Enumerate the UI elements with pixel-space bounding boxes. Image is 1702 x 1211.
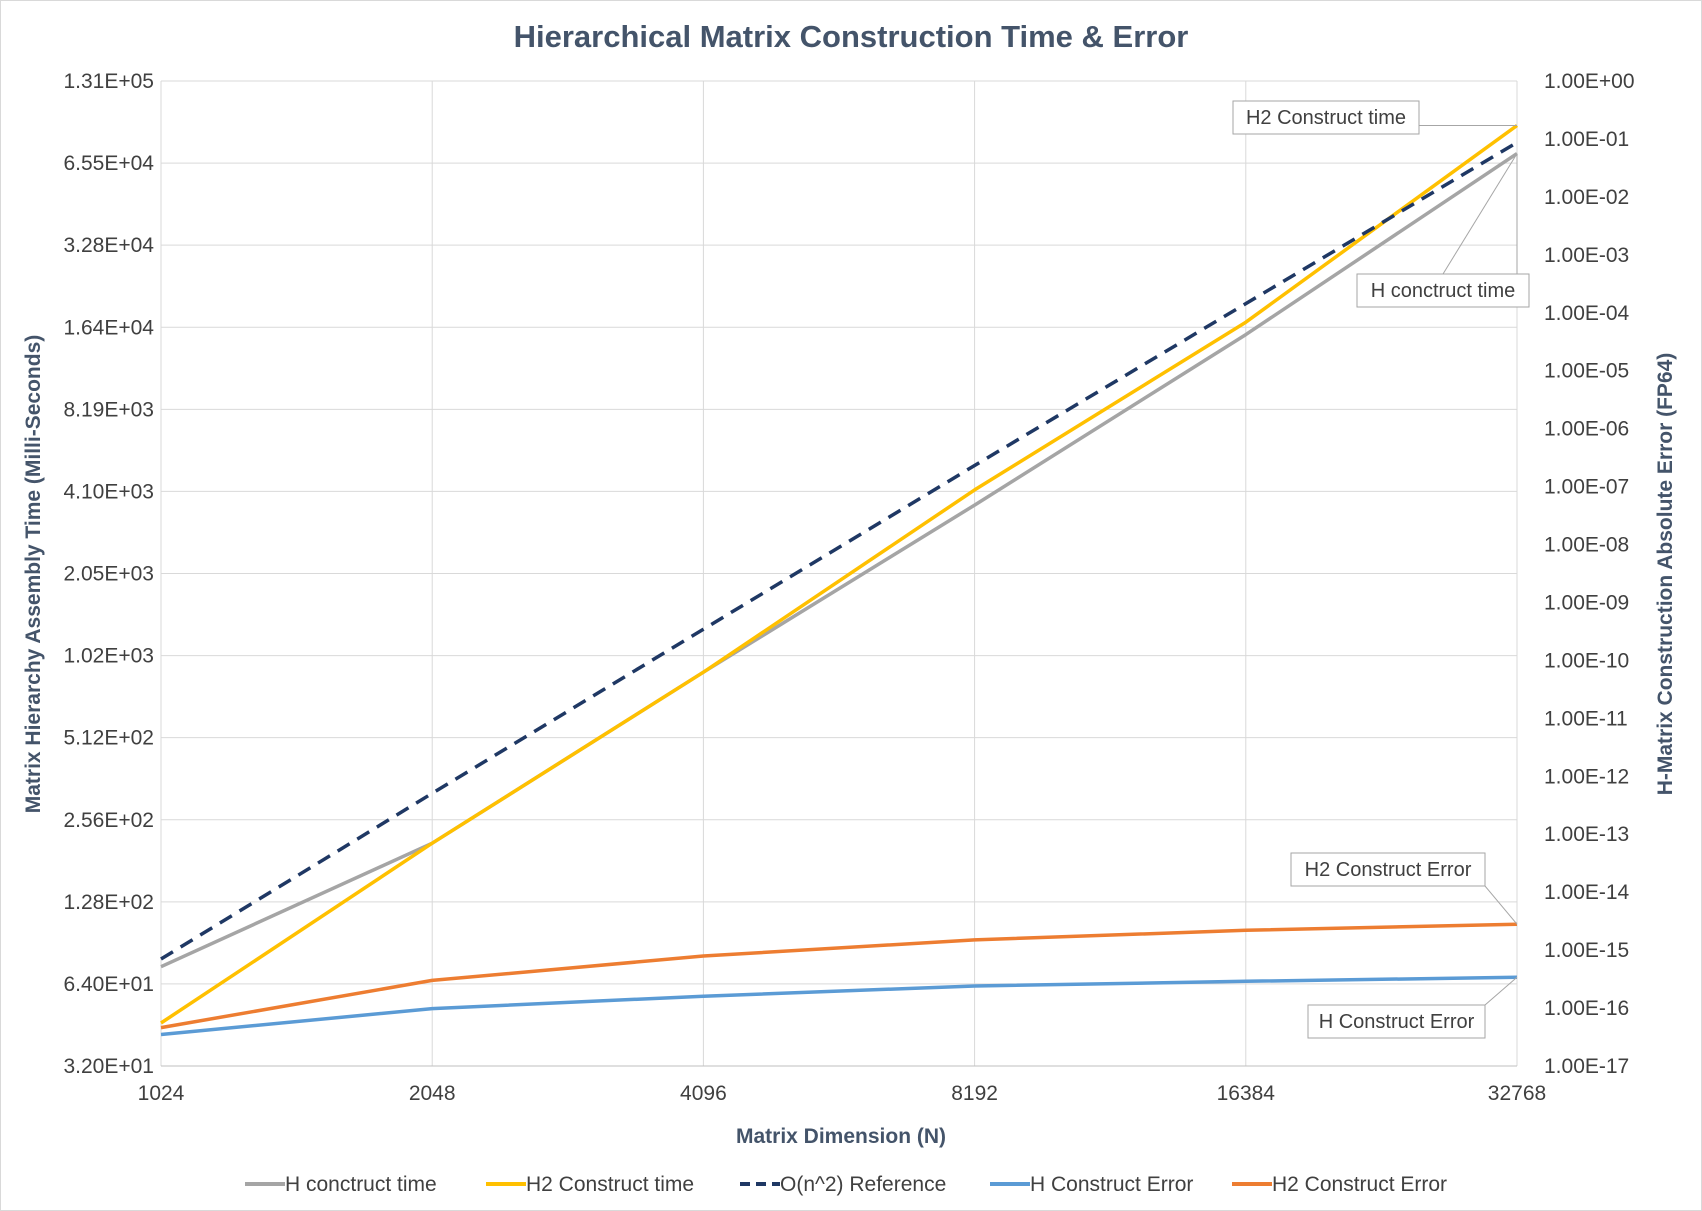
y-tick-label: 1.28E+02 [63,891,154,914]
x-tick-label: 2048 [409,1082,456,1105]
y-tick-label: 3.20E+01 [63,1055,154,1078]
legend-entry-3: H Construct Error [1030,1173,1193,1196]
y2-tick-label: 1.00E-05 [1544,360,1629,383]
x-tick-label: 16384 [1217,1082,1276,1105]
y-tick-label: 1.64E+04 [63,316,154,339]
y2-axis-label: H-Matrix Construction Absolute Error (FP… [1654,353,1677,796]
callout-leader [1484,885,1518,925]
legend-entry-2: O(n^2) Reference [780,1173,946,1196]
y2-tick-label: 1.00E-11 [1544,707,1628,730]
y-tick-label: 3.28E+04 [63,234,154,257]
series-line-1 [160,124,1519,1025]
y2-tick-label: 1.00E-07 [1544,476,1629,499]
x-tick-label: 8192 [951,1082,998,1105]
grid [160,80,1518,1067]
y2-tick-label: 1.00E-17 [1544,1055,1629,1078]
y-tick-label: 6.55E+04 [63,152,154,175]
callouts: H2 Construct time H conctruct time H2 Cons… [1232,100,1530,1039]
series-line-0 [160,152,1518,969]
x-tick-label: 1024 [138,1082,185,1105]
series-layer [160,124,1519,1037]
chart-title: Hierarchical Matrix Construction Time & … [514,19,1189,54]
y2-tick-label: 1.00E-16 [1544,997,1629,1020]
legend-entry-0: H conctruct time [285,1173,437,1196]
y2-tick-label: 1.00E-13 [1544,823,1629,846]
y-tick-label: 4.10E+03 [63,480,154,503]
y-tick-label: 6.40E+01 [63,973,154,996]
callout-leader [1484,976,1518,1006]
callout-box [1356,273,1530,308]
x-tick-label: 4096 [680,1082,727,1105]
y2-tick-label: 1.00E-03 [1544,244,1629,267]
y2-tick-label: 1.00E-10 [1544,649,1629,672]
y2-tick-label: 1.00E-12 [1544,765,1629,788]
y2-tick-label: 1.00E-02 [1544,186,1629,209]
callout-box [1290,852,1486,887]
y-tick-label: 1.02E+03 [63,645,154,668]
y-tick-label: 2.05E+03 [63,563,154,586]
y2-tick-label: 1.00E-15 [1544,939,1629,962]
y2-tick-label: 1.00E-06 [1544,418,1629,441]
series-line-4 [160,922,1518,1030]
tick-labels: 3.20E+01 6.40E+01 1.28E+02 2.56E+02 5.12E+02… [63,70,1634,1105]
y-tick-label: 2.56E+02 [63,809,154,832]
y-tick-label: 5.12E+02 [63,727,154,750]
y-axis-label: Matrix Hierarchy Assembly Time (Milli-Se… [22,335,45,814]
callout-label: H2 Construct time [1246,107,1406,129]
x-tick-label: 32768 [1488,1082,1546,1105]
y-tick-label: 1.31E+05 [63,70,154,93]
callout-label: H Construct Error [1319,1011,1475,1033]
callout-box [1232,100,1420,135]
callout-label: H conctruct time [1371,280,1515,302]
x-axis-label: Matrix Dimension (N) [736,1125,946,1148]
legend-entry-4: H2 Construct Error [1272,1173,1447,1196]
callout-label: H2 Construct Error [1305,859,1472,881]
y-tick-label: 8.19E+03 [63,398,154,421]
y2-tick-label: 1.00E-01 [1544,128,1629,151]
legend-entry-1: H2 Construct time [526,1173,694,1196]
callout-leader [1442,153,1518,275]
y2-tick-label: 1.00E-14 [1544,881,1630,904]
series-line-3 [160,975,1518,1037]
y2-tick-label: 1.00E-04 [1544,302,1630,325]
legend: H conctruct time H2 Construct time O(n^2) … [245,1173,1447,1196]
y2-tick-label: 1.00E-08 [1544,534,1629,557]
y2-tick-label: 1.00E-09 [1544,591,1629,614]
callout-box [1307,1004,1486,1039]
y2-tick-label: 1.00E+00 [1544,70,1635,93]
series-line-2 [160,140,1518,961]
